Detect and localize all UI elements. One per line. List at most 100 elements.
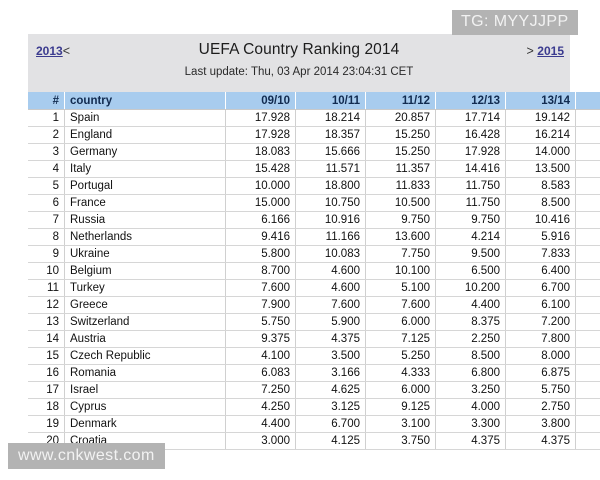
cell-country: Italy (64, 160, 226, 178)
cell-ranking: 40.966 (575, 245, 600, 263)
cell-1011: 10.750 (295, 194, 366, 212)
cell-country: Switzerland (64, 313, 226, 331)
cell-rank: 1 (28, 109, 65, 127)
cell-0910: 4.250 (225, 398, 296, 416)
next-year-link[interactable]: 2015 (537, 44, 564, 58)
cell-1213: 14.416 (435, 160, 506, 178)
page-header-band: 2013< > 2015 UEFA Country Ranking 2014 L… (28, 34, 570, 92)
cell-0910: 7.900 (225, 296, 296, 314)
cell-ranking: 23.250 (575, 398, 600, 416)
cell-0910: 8.700 (225, 262, 296, 280)
cell-1112: 15.250 (365, 126, 436, 144)
table-row: 10Belgium8.7004.60010.1006.5006.40036.30… (28, 262, 600, 280)
cell-rank: 14 (28, 330, 65, 348)
cell-1112: 11.357 (365, 160, 436, 178)
cell-1314: 5.916 (505, 228, 576, 246)
column-header-1213[interactable]: 12/13 (435, 92, 506, 110)
cell-rank: 4 (28, 160, 65, 178)
cell-1011: 11.166 (295, 228, 366, 246)
cell-1314: 5.750 (505, 381, 576, 399)
page-title: UEFA Country Ranking 2014 (198, 41, 400, 58)
column-header-ranking[interactable]: ranking (575, 92, 600, 110)
table-row: 2England17.92818.35715.25016.42816.21484… (28, 126, 600, 144)
cell-1112: 7.600 (365, 296, 436, 314)
cell-1112: 3.750 (365, 432, 436, 450)
telegram-watermark: TG: MYYJJPP (452, 10, 578, 35)
prev-year-nav[interactable]: 2013< (36, 44, 70, 58)
next-year-nav[interactable]: > 2015 (527, 44, 565, 58)
cell-1213: 8.375 (435, 313, 506, 331)
table-row: 9Ukraine5.80010.0837.7509.5007.83340.966… (28, 245, 600, 263)
column-header-1011[interactable]: 10/11 (295, 92, 366, 110)
cell-ranking: 26.875 (575, 381, 600, 399)
cell-country: Portugal (64, 177, 226, 195)
cell-1314: 7.800 (505, 330, 576, 348)
cell-1112: 10.100 (365, 262, 436, 280)
cell-1112: 9.125 (365, 398, 436, 416)
cell-ranking: 46.998 (575, 211, 600, 229)
ranking-page: 2013< > 2015 UEFA Country Ranking 2014 L… (28, 34, 600, 450)
cell-0910: 9.416 (225, 228, 296, 246)
cell-rank: 11 (28, 279, 65, 297)
cell-0910: 5.750 (225, 313, 296, 331)
cell-1213: 9.500 (435, 245, 506, 263)
table-row: 1Spain17.92818.21420.85717.71419.14293.8… (28, 109, 600, 127)
cell-0910: 17.928 (225, 109, 296, 127)
cell-1213: 10.200 (435, 279, 506, 297)
cell-0910: 18.083 (225, 143, 296, 161)
cell-1011: 4.625 (295, 381, 366, 399)
cell-1213: 3.300 (435, 415, 506, 433)
cell-0910: 6.083 (225, 364, 296, 382)
last-update-text: Last update: Thu, 03 Apr 2014 23:04:31 C… (184, 66, 414, 78)
cell-1213: 11.750 (435, 194, 506, 212)
cell-1011: 3.125 (295, 398, 366, 416)
table-row: 14Austria9.3754.3757.1252.2507.80030.925… (28, 330, 600, 348)
cell-country: Belgium (64, 262, 226, 280)
cell-1213: 11.750 (435, 177, 506, 195)
cell-country: Spain (64, 109, 226, 127)
cell-country: England (64, 126, 226, 144)
cell-country: Israel (64, 381, 226, 399)
cell-1112: 4.333 (365, 364, 436, 382)
prev-year-link[interactable]: 2013 (36, 44, 63, 58)
cell-1112: 13.600 (365, 228, 436, 246)
table-row: 6France15.00010.75010.50011.7508.50056.5… (28, 194, 600, 212)
cell-1011: 5.900 (295, 313, 366, 331)
table-row: 13Switzerland5.7505.9006.0008.3757.20033… (28, 313, 600, 331)
cell-1011: 6.700 (295, 415, 366, 433)
column-header-1314[interactable]: 13/14 (505, 92, 576, 110)
table-row: 8Netherlands9.41611.16613.6004.2145.9164… (28, 228, 600, 246)
cell-1011: 11.571 (295, 160, 366, 178)
cell-ranking: 80.927 (575, 143, 600, 161)
cell-1213: 4.375 (435, 432, 506, 450)
column-header-rank[interactable]: # (28, 92, 65, 110)
column-header-country[interactable]: country (64, 92, 226, 110)
column-header-0910[interactable]: 09/10 (225, 92, 296, 110)
cell-rank: 13 (28, 313, 65, 331)
cell-0910: 3.000 (225, 432, 296, 450)
cell-1213: 6.500 (435, 262, 506, 280)
cell-1011: 10.083 (295, 245, 366, 263)
cell-ranking: 93.855 (575, 109, 600, 127)
cell-rank: 12 (28, 296, 65, 314)
cell-1314: 4.375 (505, 432, 576, 450)
table-header-row: # country 09/10 10/11 11/12 12/13 13/14 … (28, 92, 600, 110)
cell-1213: 17.714 (435, 109, 506, 127)
cell-0910: 5.800 (225, 245, 296, 263)
cell-1314: 14.000 (505, 143, 576, 161)
table-row: 7Russia6.16610.9169.7509.75010.41646.998… (28, 211, 600, 229)
table-body: 1Spain17.92818.21420.85717.71419.14293.8… (28, 109, 600, 450)
cell-1314: 6.400 (505, 262, 576, 280)
cell-1314: 6.875 (505, 364, 576, 382)
cell-ranking: 60.966 (575, 177, 600, 195)
cell-rank: 7 (28, 211, 65, 229)
cell-1112: 3.100 (365, 415, 436, 433)
cell-country: Greece (64, 296, 226, 314)
column-header-1112[interactable]: 11/12 (365, 92, 436, 110)
cell-ranking: 19.625 (575, 432, 600, 450)
cell-1011: 3.500 (295, 347, 366, 365)
cell-1314: 2.750 (505, 398, 576, 416)
cell-1314: 19.142 (505, 109, 576, 127)
